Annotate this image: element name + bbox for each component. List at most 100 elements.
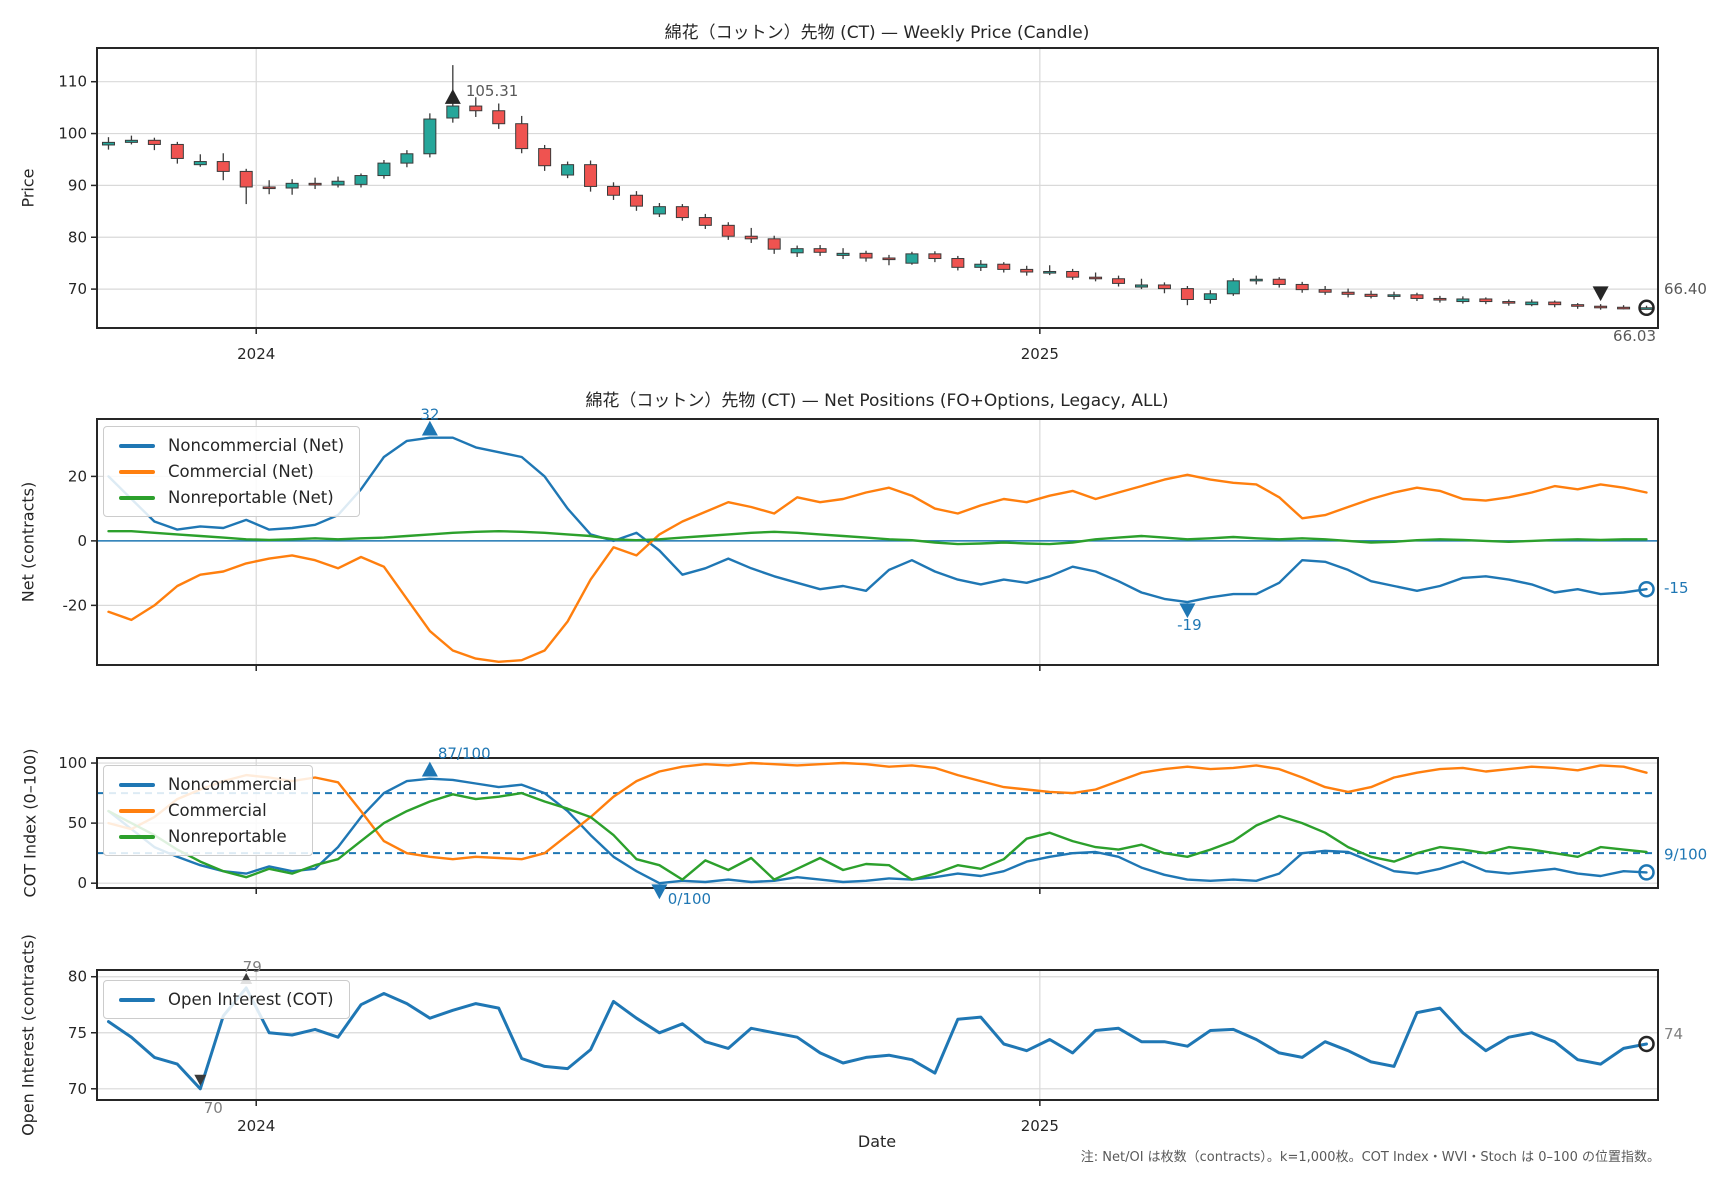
legend-label: Noncommercial (Net) [168,436,345,455]
candle-body [1433,297,1447,301]
max-value-annotation: 87/100 [438,745,491,763]
candle-body [951,258,965,268]
last-value-marker-icon [1638,299,1655,317]
legend-line-sample-icon [119,834,155,839]
candle-body [928,253,942,260]
y-tick-label: 80 [68,228,87,246]
candle-body [193,161,207,166]
candle-body [331,180,345,186]
min-value-annotation: -19 [1177,616,1202,634]
y-tick-label: 100 [58,754,87,772]
commercial-net-series [107,473,1648,663]
candle-body [1479,298,1493,303]
noncommercial-net-series [107,436,1648,604]
y-tick-label: 80 [68,968,87,986]
nonreportable-series [107,791,1648,881]
candle-body [1226,280,1240,295]
footnote: 注: Net/OI は枚数（contracts）。k=1,000枚。COT In… [1080,1150,1660,1165]
candle-body [1272,278,1286,285]
candle-body [721,224,735,237]
y-tick-label: 90 [68,176,87,194]
legend-item: Nonreportable (Net) [119,488,344,507]
plot-frame [96,418,1659,666]
min-value-annotation: 0/100 [668,890,711,908]
candle-body [1066,270,1080,278]
last-value-annotation: 9/100 [1664,845,1707,863]
legend-line-sample-icon [119,997,155,1002]
legend-item: Noncommercial [119,775,297,794]
candle-body [652,206,666,215]
open-interest-y-axis-label: Open Interest (contracts) [18,934,38,1136]
candle-body [239,170,253,188]
candle-body [997,263,1011,270]
legend-line-sample-icon [119,782,155,787]
legend-item: Commercial (Net) [119,462,344,481]
y-tick-label: 75 [68,1024,87,1042]
legend-line-sample-icon [119,495,155,500]
price-chart-title: 綿花（コットン）先物 (CT) — Weekly Price (Candle) [664,23,1090,43]
max-value-annotation: 32 [420,406,439,424]
x-tick-label: 2025 [1021,345,1059,363]
legend-label: Noncommercial [168,775,298,794]
candle-body [882,257,896,261]
date-x-axis-label: Date [857,1132,897,1151]
legend-line-sample-icon [119,808,155,813]
candle-body [377,162,391,177]
last-value-marker-icon [1638,580,1655,598]
max-marker-icon [421,761,438,777]
max-marker-icon [421,420,438,436]
min-value-annotation: 70 [204,1099,223,1117]
min-marker-icon [194,1074,207,1086]
candle-body [400,153,414,164]
legend-label: Commercial (Net) [168,462,314,481]
legend-line-sample-icon [119,443,155,448]
legend-box: Noncommercial (Net) Commercial (Net) Nonre… [103,426,361,517]
noncommercial-series [107,777,1648,885]
candle-body [1112,278,1126,284]
candle-body [698,217,712,226]
candle-body [1594,305,1608,309]
candle-body [1341,291,1355,295]
candle-body [170,143,184,159]
last-value-marker-icon [1638,864,1655,881]
legend-item: Nonreportable [119,827,297,846]
candle-body [515,123,529,150]
candle-body [308,182,322,186]
candle-body [147,139,161,145]
candle-body [1387,294,1401,297]
candle-body [561,164,575,176]
open-interest-cot-series [107,986,1648,1091]
y-tick-label: 70 [68,1080,87,1098]
x-tick-label: 2024 [237,1117,275,1135]
legend-item: Commercial [119,801,297,820]
candle-body [101,141,115,146]
candle-body [1180,288,1194,300]
price-y-axis-label: Price [18,168,38,208]
legend-box: Open Interest (COT) [103,980,350,1019]
candle-body [813,248,827,253]
max-value-annotation: 79 [243,958,262,976]
candle-body [492,110,506,125]
candle-body [1020,268,1034,273]
candle-body [124,139,138,143]
last-value-annotation: 66.40 [1664,280,1707,298]
legend-box: Noncommercial Commercial Nonreportable [103,765,314,856]
candle-body [469,105,483,112]
candle-body [629,194,643,207]
legend-label: Nonreportable [168,827,287,846]
candle-body [1640,307,1654,310]
last-value-marker-icon [1638,1035,1655,1053]
net-positions-chart-title: 綿花（コットン）先物 (CT) — Net Positions (FO+Opti… [585,391,1169,411]
min-marker-icon [651,884,668,900]
last-value-annotation: 74 [1664,1025,1683,1043]
legend-label: Nonreportable (Net) [168,488,334,507]
candle-body [446,105,460,119]
candle-body [423,118,437,155]
net-y-axis-label: Net (contracts) [18,481,38,603]
candle-body [974,263,988,268]
max-value-annotation: 105.31 [466,82,519,100]
candle-body [607,185,621,196]
legend-item: Noncommercial (Net) [119,436,344,455]
commercial-series [107,761,1648,861]
